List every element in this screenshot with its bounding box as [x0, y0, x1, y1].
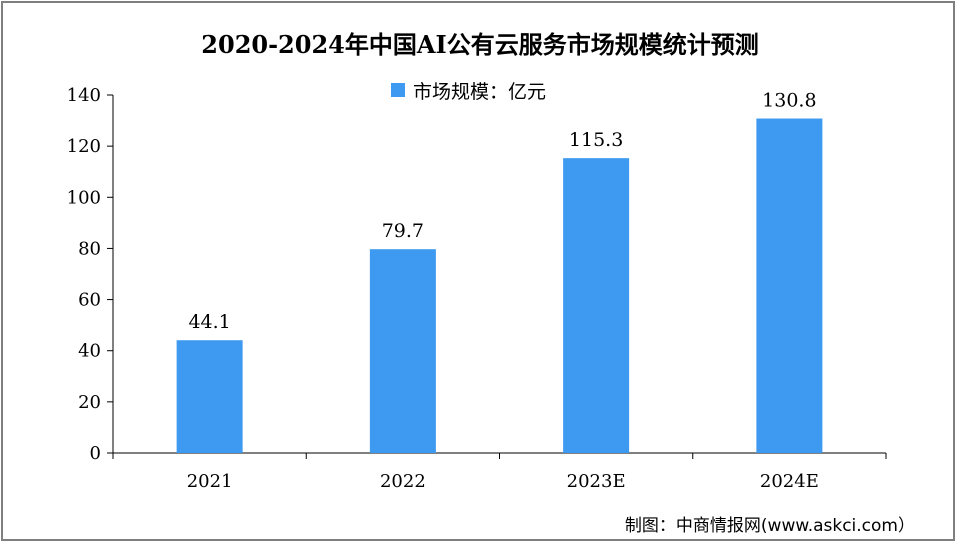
bar — [756, 118, 823, 454]
chart-title: 2020-2024年中国AI公有云服务市场规模统计预测 — [201, 30, 759, 59]
chart-plot: 0 20 40 60 80 100 120 140 2021 2022 2023E 2024E 44… — [67, 85, 887, 492]
y-tick-label: 60 — [78, 290, 101, 311]
bars — [176, 118, 823, 454]
chart-legend: 市场规模：亿元 — [391, 79, 547, 103]
y-tick-label: 120 — [67, 136, 101, 157]
y-tick-label: 0 — [90, 443, 101, 464]
y-tick-label: 40 — [78, 341, 101, 362]
x-axis: 2021 2022 2023E 2024E — [112, 452, 887, 492]
x-tick-label: 2023E — [567, 471, 626, 492]
bar — [369, 249, 436, 453]
data-label: 115.3 — [569, 129, 623, 151]
legend-label: 市场规模：亿元 — [413, 80, 547, 103]
y-tick-label: 100 — [67, 187, 101, 208]
y-tick-label: 140 — [67, 85, 101, 106]
data-label: 79.7 — [382, 220, 424, 242]
chart-credit: 制图：中商情报网(www.askci.com） — [624, 516, 915, 536]
x-tick-label: 2021 — [187, 471, 233, 492]
bar — [176, 340, 243, 453]
data-label: 130.8 — [762, 90, 816, 112]
data-labels: 44.1 79.7 115.3 130.8 — [188, 90, 816, 334]
data-label: 44.1 — [188, 311, 230, 333]
y-axis: 0 20 40 60 80 100 120 140 — [67, 85, 114, 464]
x-tick-label: 2024E — [760, 471, 819, 492]
x-tick-label: 2022 — [380, 471, 426, 492]
bar — [563, 158, 630, 453]
legend-swatch — [391, 83, 405, 97]
y-tick-label: 20 — [78, 392, 101, 413]
y-tick-label: 80 — [78, 238, 101, 259]
